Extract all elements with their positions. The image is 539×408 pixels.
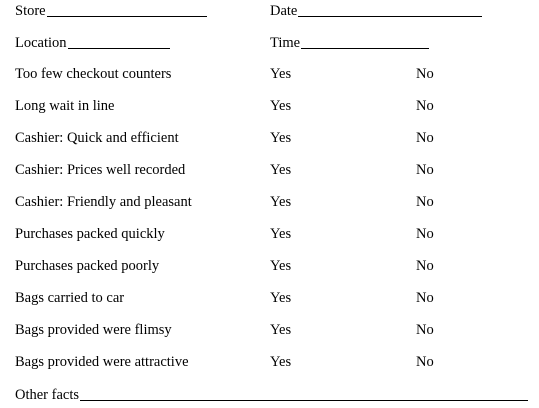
checklist-row: Cashier: Quick and efficient Yes No [0,130,539,150]
date-label: Date [270,3,298,19]
no-option[interactable]: No [416,66,434,82]
yes-option[interactable]: Yes [270,194,292,210]
no-option[interactable]: No [416,98,434,114]
location-input-line[interactable] [67,34,170,49]
checklist-row: Cashier: Friendly and pleasant Yes No [0,194,539,214]
other-facts-input-line[interactable] [80,386,529,401]
no-option[interactable]: No [416,322,434,338]
time-input-line[interactable] [301,34,430,49]
yes-option[interactable]: Yes [270,322,292,338]
time-label: Time [270,35,301,51]
item-label: Bags carried to car [15,290,125,306]
store-field: Store [15,2,207,20]
item-label: Long wait in line [15,98,115,114]
yes-option[interactable]: Yes [270,66,292,82]
yes-option[interactable]: Yes [270,162,292,178]
yes-option[interactable]: Yes [270,226,292,242]
checklist-row: Too few checkout counters Yes No [0,66,539,86]
item-label: Cashier: Friendly and pleasant [15,194,192,210]
item-label: Too few checkout counters [15,66,172,82]
yes-option[interactable]: Yes [270,98,292,114]
time-field: Time [270,34,430,52]
no-option[interactable]: No [416,354,434,370]
checklist-row: Bags provided were attractive Yes No [0,354,539,374]
yes-option[interactable]: Yes [270,258,292,274]
no-option[interactable]: No [416,130,434,146]
store-label: Store [15,3,46,19]
yes-option[interactable]: Yes [270,290,292,306]
item-label: Purchases packed quickly [15,226,165,242]
item-label: Cashier: Quick and efficient [15,130,179,146]
checklist-row: Cashier: Prices well recorded Yes No [0,162,539,182]
other-facts-label: Other facts [15,387,80,403]
item-label: Bags provided were flimsy [15,322,172,338]
store-input-line[interactable] [46,2,207,17]
no-option[interactable]: No [416,290,434,306]
other-facts-field: Other facts [15,386,529,404]
checklist-row: Purchases packed quickly Yes No [0,226,539,246]
date-input-line[interactable] [298,2,483,17]
item-label: Cashier: Prices well recorded [15,162,186,178]
checklist-row: Bags provided were flimsy Yes No [0,322,539,342]
checklist-row: Bags carried to car Yes No [0,290,539,310]
location-label: Location [15,35,67,51]
yes-option[interactable]: Yes [270,130,292,146]
no-option[interactable]: No [416,258,434,274]
checklist-row: Long wait in line Yes No [0,98,539,118]
no-option[interactable]: No [416,194,434,210]
item-label: Bags provided were attractive [15,354,189,370]
checklist-row: Purchases packed poorly Yes No [0,258,539,278]
yes-option[interactable]: Yes [270,354,292,370]
item-label: Purchases packed poorly [15,258,160,274]
date-field: Date [270,2,483,20]
no-option[interactable]: No [416,226,434,242]
location-field: Location [15,34,170,52]
no-option[interactable]: No [416,162,434,178]
